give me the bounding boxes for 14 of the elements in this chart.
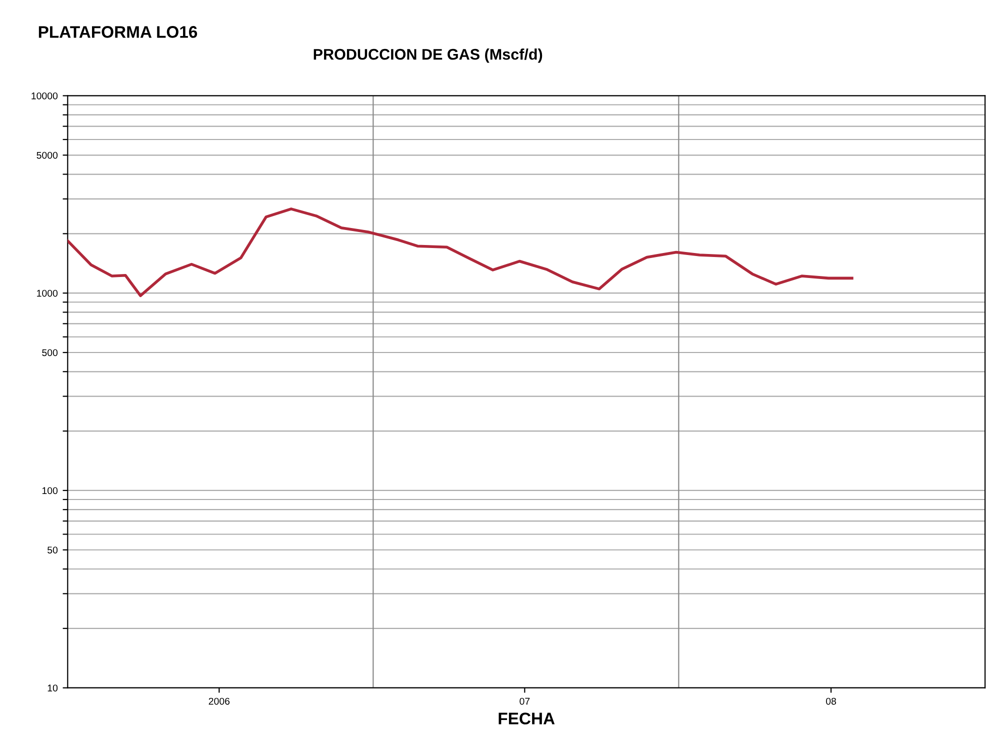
y-tick-label: 10 bbox=[48, 684, 58, 692]
x-tick-label: 07 bbox=[520, 698, 530, 705]
y-tick-label: 50 bbox=[48, 546, 58, 554]
line-series bbox=[68, 208, 854, 298]
x-axis-title: FECHA bbox=[498, 712, 555, 724]
x-tick-label: 08 bbox=[826, 698, 836, 705]
y-tick-label: 500 bbox=[42, 349, 58, 356]
y-tick-label: 1000 bbox=[37, 290, 58, 297]
y-tick-label: 100 bbox=[42, 487, 58, 494]
chart-title: PLATAFORMA LO16 bbox=[38, 26, 198, 38]
y-tick-label: 10000 bbox=[32, 92, 58, 100]
x-tick-label: 2006 bbox=[208, 698, 230, 705]
y-tick-label: 5000 bbox=[36, 152, 58, 159]
chart-subtitle: PRODUCCION DE GAS (Mscf/d) bbox=[314, 48, 542, 63]
